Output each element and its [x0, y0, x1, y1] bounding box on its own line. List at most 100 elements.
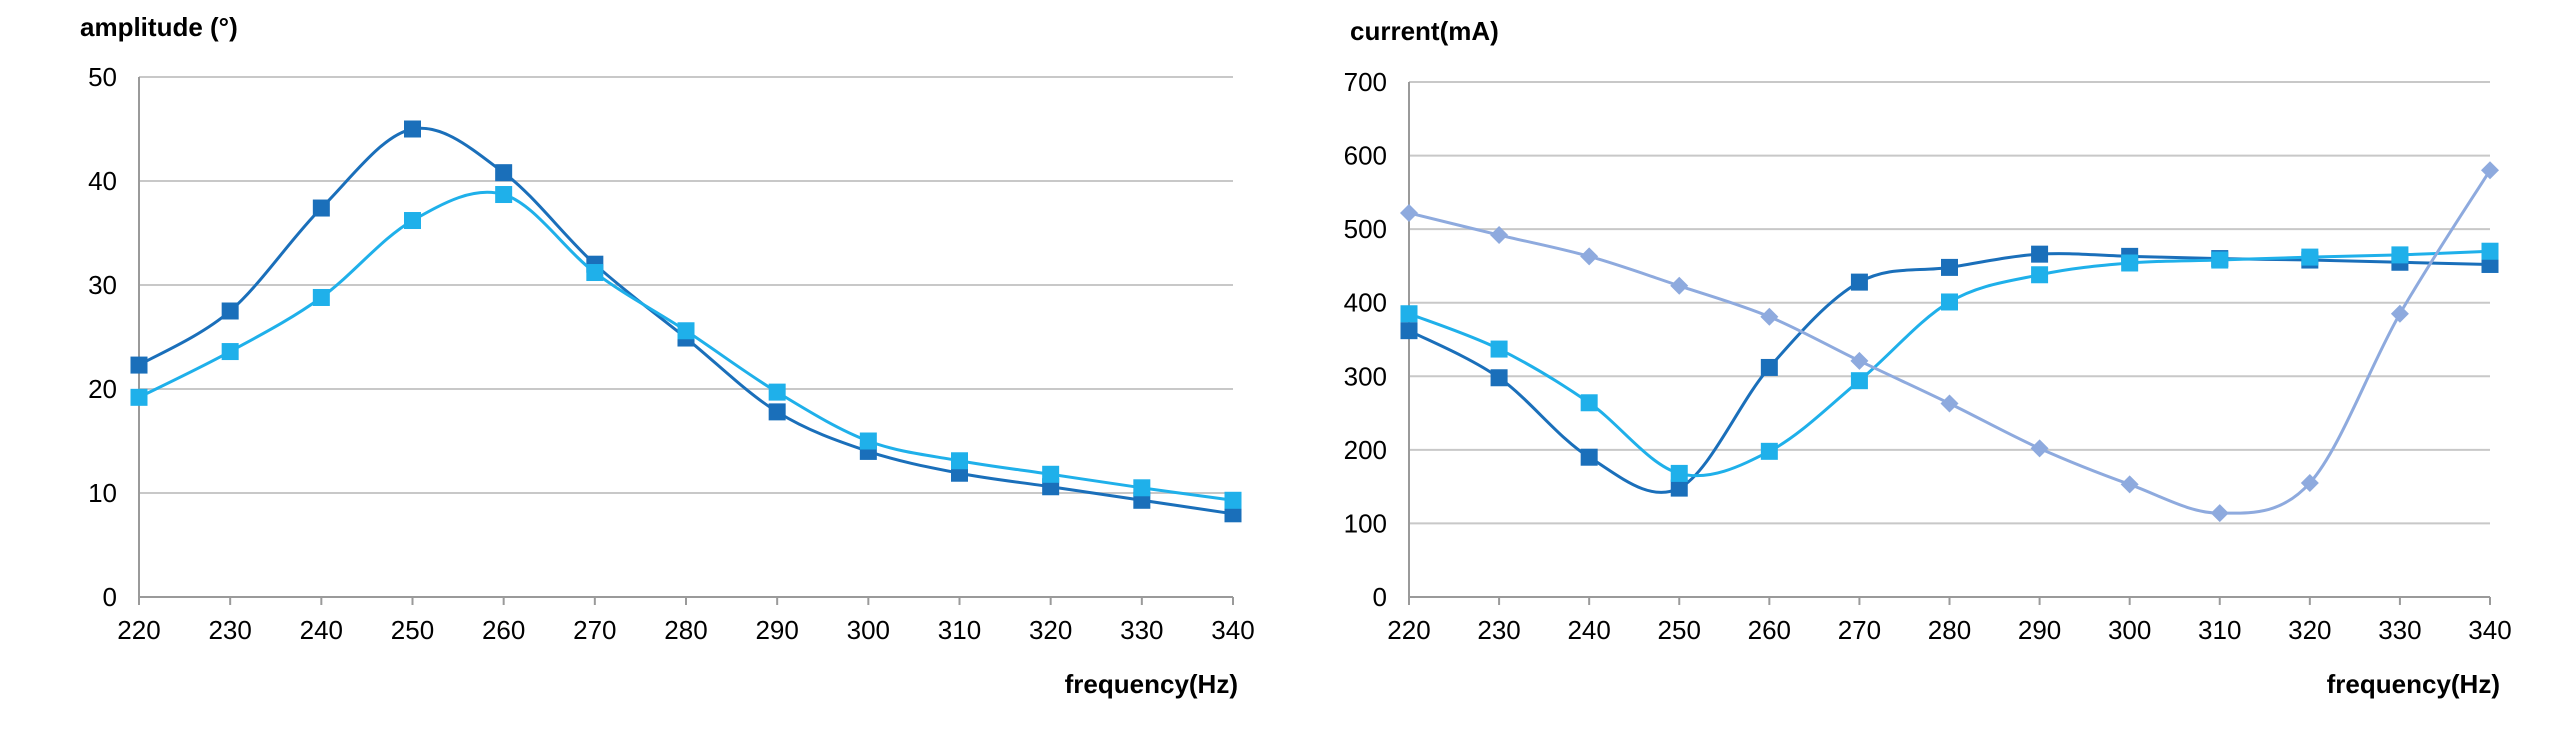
y-tick-label: 100 [1344, 508, 1387, 538]
data-point [1400, 305, 1418, 323]
x-tick-label: 300 [2108, 615, 2151, 645]
x-tick-label: 260 [1748, 615, 1791, 645]
series-line [138, 126, 1234, 516]
x-tick-label: 280 [664, 615, 707, 645]
x-tick-label: 290 [2018, 615, 2061, 645]
x-tick-label: 320 [1029, 615, 1072, 645]
data-point [951, 452, 968, 470]
data-point [221, 302, 239, 320]
y-tick-label: 300 [1344, 361, 1387, 391]
y-axis-title: amplitude (°) [80, 12, 238, 42]
data-point [2121, 254, 2139, 272]
y-tick-label: 20 [88, 374, 117, 404]
x-tick-label: 340 [1211, 615, 1254, 645]
amplitude-chart: 0 10 20 30 40 50 220 230 240 250 260 270 280 290 300 31… [80, 12, 1255, 699]
data-point [1400, 203, 1418, 222]
y-tick-label: 600 [1344, 141, 1387, 171]
y-tick-label: 40 [88, 166, 117, 196]
data-point [2391, 246, 2409, 264]
data-point [130, 356, 148, 374]
data-point [1580, 394, 1598, 412]
data-point [495, 164, 513, 182]
data-point [1133, 479, 1151, 497]
y-tick-label: 0 [1373, 582, 1387, 612]
data-point [404, 120, 421, 138]
x-axis-title: frequency(Hz) [2327, 669, 2500, 699]
x-tick-label: 230 [208, 615, 251, 645]
x-axis-title: frequency(Hz) [1065, 669, 1238, 699]
data-point [2031, 266, 2049, 284]
data-point [1670, 464, 1688, 482]
data-point [1580, 247, 1599, 266]
current-chart: 0 100 200 300 400 500 600 700 220 230 240 250 260 270… [1344, 16, 2512, 699]
data-point [2301, 248, 2319, 266]
data-point [1850, 273, 1868, 291]
data-point [312, 199, 330, 217]
data-point [2031, 245, 2049, 263]
x-tick-label: 310 [2198, 615, 2241, 645]
x-tick-label: 240 [300, 615, 343, 645]
data-point [1850, 351, 1869, 370]
data-point [1941, 293, 1958, 311]
data-point [1850, 372, 1868, 390]
x-tick-label: 250 [1658, 615, 1701, 645]
data-point [2481, 161, 2499, 180]
data-point [1670, 479, 1688, 497]
data-point [1490, 369, 1508, 387]
y-tick-label: 400 [1344, 288, 1387, 318]
x-tick-label: 290 [755, 615, 798, 645]
data-point [2211, 251, 2229, 269]
x-tick-label: 240 [1567, 615, 1610, 645]
data-point [130, 388, 148, 406]
data-point [1941, 258, 1958, 276]
data-point [495, 186, 513, 204]
x-tick-label: 330 [2378, 615, 2421, 645]
y-tick-label: 30 [88, 270, 117, 300]
x-tick-label: 330 [1120, 615, 1163, 645]
x-tick-label: 250 [391, 615, 434, 645]
data-point [2481, 242, 2499, 260]
x-tick-label: 320 [2288, 615, 2331, 645]
data-point [1760, 442, 1778, 460]
x-tick-label: 220 [1387, 615, 1430, 645]
data-point [1400, 322, 1418, 340]
data-point [1940, 394, 1959, 413]
x-tick-label: 260 [482, 615, 525, 645]
data-point [1490, 340, 1508, 358]
x-tick-label: 310 [938, 615, 981, 645]
data-point [586, 264, 604, 282]
x-tick-label: 280 [1928, 615, 1971, 645]
data-point [1042, 465, 1060, 483]
x-tick-label: 230 [1477, 615, 1520, 645]
x-tick-label: 340 [2468, 615, 2511, 645]
data-point [1760, 307, 1779, 326]
y-tick-label: 200 [1344, 435, 1387, 465]
data-point [2390, 304, 2409, 323]
data-point [404, 212, 421, 230]
x-tick-label: 300 [847, 615, 890, 645]
data-point [2300, 473, 2319, 492]
y-axis-title: current(mA) [1350, 16, 1499, 46]
data-point [1224, 505, 1242, 523]
data-point [768, 383, 786, 401]
x-tick-label: 270 [1838, 615, 1881, 645]
data-point [1224, 491, 1242, 509]
y-tick-label: 700 [1344, 67, 1387, 97]
x-tick-label: 270 [573, 615, 616, 645]
data-point [768, 403, 786, 421]
x-tick-label: 220 [117, 615, 160, 645]
series-line [1408, 169, 2492, 515]
data-point [2120, 475, 2139, 494]
data-point [1490, 226, 1509, 245]
data-point [2481, 255, 2499, 273]
data-point [1670, 276, 1689, 295]
y-tick-label: 10 [88, 478, 117, 508]
data-point [1580, 448, 1598, 466]
data-point [677, 322, 695, 340]
y-tick-label: 0 [103, 582, 117, 612]
data-point [2030, 439, 2049, 458]
y-tick-label: 500 [1344, 214, 1387, 244]
data-point [1760, 358, 1778, 376]
data-point [221, 343, 239, 361]
